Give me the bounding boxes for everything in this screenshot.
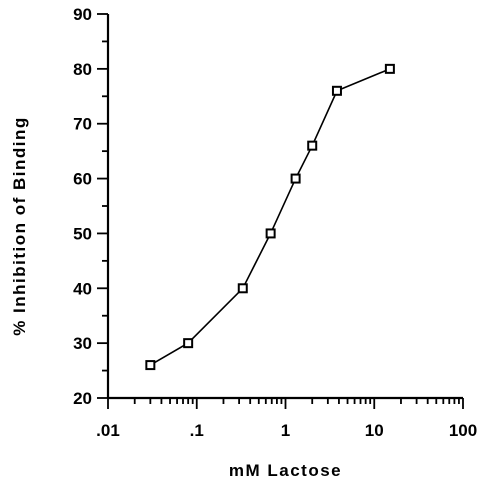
data-point-marker	[237, 283, 248, 294]
x-tick-label: .01	[96, 421, 120, 440]
y-tick-label: 50	[73, 224, 92, 243]
data-point-marker	[331, 85, 342, 96]
data-point-marker	[145, 360, 156, 371]
x-tick-label: 1	[281, 421, 290, 440]
x-tick-label: 10	[365, 421, 384, 440]
data-point-marker	[265, 228, 276, 239]
x-tick-label: .1	[190, 421, 204, 440]
data-point-marker	[307, 140, 318, 151]
x-axis-title: mM Lactose	[229, 461, 342, 480]
data-point-marker	[290, 173, 301, 184]
y-tick-label: 30	[73, 334, 92, 353]
data-point-marker	[183, 338, 194, 349]
x-tick-labels: .01 .1 1 10 100	[96, 421, 477, 440]
data-points	[145, 63, 395, 371]
y-tick-label: 20	[73, 389, 92, 408]
y-tick-label: 60	[73, 170, 92, 189]
y-tick-label: 80	[73, 60, 92, 79]
y-tick-label: 40	[73, 279, 92, 298]
x-tick-label: 100	[449, 421, 477, 440]
y-tick-label: 90	[73, 5, 92, 24]
y-tick-labels: 20 30 40 50 60 70 80 90	[73, 5, 92, 408]
y-tick-label: 70	[73, 115, 92, 134]
y-axis-title: % Inhibition of Binding	[10, 116, 29, 336]
data-point-marker	[384, 63, 395, 74]
series-line	[149, 68, 391, 366]
